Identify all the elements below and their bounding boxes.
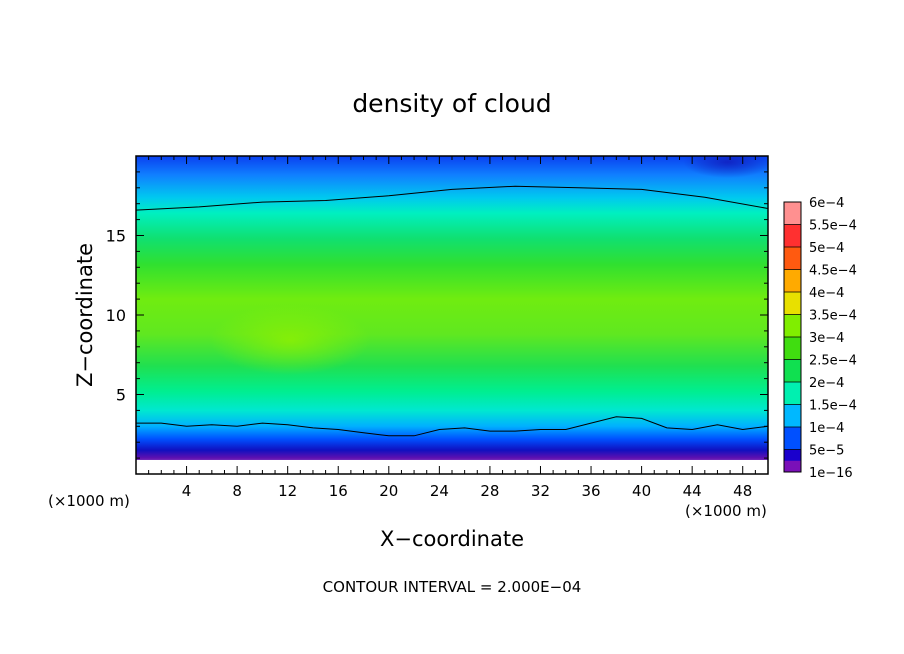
x-tick-label: 40 xyxy=(632,482,651,500)
colorbar-swatch xyxy=(784,269,801,292)
x-tick-label: 12 xyxy=(278,482,297,500)
colorbar-label: 4e−4 xyxy=(809,286,844,301)
x-unit-label: (×1000 m) xyxy=(685,502,767,520)
colorbar-swatch xyxy=(784,404,801,427)
colorbar-label: 1.5e−4 xyxy=(809,399,857,414)
colorbar-swatch-min xyxy=(784,460,801,472)
colorbar-label: 6e−4 xyxy=(809,196,844,211)
colorbar-swatch xyxy=(784,292,801,315)
plot-field xyxy=(136,156,768,474)
colorbar-label: 5.5e−4 xyxy=(809,219,857,234)
x-tick-label: 44 xyxy=(683,482,702,500)
colorbar-swatch xyxy=(784,382,801,405)
colorbar-label: 1e−4 xyxy=(809,421,844,436)
field-dark-patch xyxy=(683,156,768,178)
colorbar-label: 2e−4 xyxy=(809,376,844,391)
colorbar-swatch xyxy=(784,427,801,450)
colorbar-label: 1e−16 xyxy=(809,466,853,481)
contour-line-upper xyxy=(136,185,768,211)
x-tick-label: 36 xyxy=(581,482,600,500)
colorbar-label: 5e−4 xyxy=(809,241,844,256)
y-tick-label: 5 xyxy=(116,386,126,405)
x-tick-label: 8 xyxy=(232,482,242,500)
colorbar-label: 3.5e−4 xyxy=(809,309,857,324)
field-highlight xyxy=(210,305,370,375)
x-tick-label: 16 xyxy=(329,482,348,500)
colorbar-swatch xyxy=(784,359,801,382)
y-tick-label: 15 xyxy=(106,227,126,246)
x-tick-label: 20 xyxy=(379,482,398,500)
x-tick-label: 28 xyxy=(480,482,499,500)
x-tick-label: 48 xyxy=(733,482,752,500)
contour-interval-note: CONTOUR INTERVAL = 2.000E−04 xyxy=(323,578,582,596)
x-axis-label: X−coordinate xyxy=(380,527,524,551)
x-tick-label: 24 xyxy=(430,482,449,500)
colorbar: 6e−4 5.5e−4 5e−4 4.5e−4 4e−4 3.5e−4 3e−4 2.5e−4… xyxy=(783,196,857,481)
field-ground-gap xyxy=(136,460,768,474)
y-tick-label: 10 xyxy=(106,306,126,325)
colorbar-swatch xyxy=(784,314,801,337)
colorbar-swatch xyxy=(784,247,801,270)
x-tick-label: 4 xyxy=(182,482,192,500)
y-unit-label: (×1000 m) xyxy=(48,492,130,510)
colorbar-label: 2.5e−4 xyxy=(809,354,857,369)
colorbar-label: 4.5e−4 xyxy=(809,264,857,279)
contour-line-lower xyxy=(136,416,768,437)
x-axis-ticks: 4 8 12 16 20 24 28 32 36 40 44 48 xyxy=(148,156,756,500)
y-axis-ticks: 5 10 15 xyxy=(106,171,768,459)
colorbar-label: 3e−4 xyxy=(809,331,844,346)
colorbar-swatch xyxy=(784,337,801,360)
colorbar-label: 5e−5 xyxy=(809,444,844,459)
colorbar-swatch xyxy=(784,224,801,247)
colorbar-swatch xyxy=(784,202,801,225)
y-axis-label: Z−coordinate xyxy=(73,243,97,387)
x-tick-label: 32 xyxy=(531,482,550,500)
chart-title: density of cloud xyxy=(352,89,551,118)
